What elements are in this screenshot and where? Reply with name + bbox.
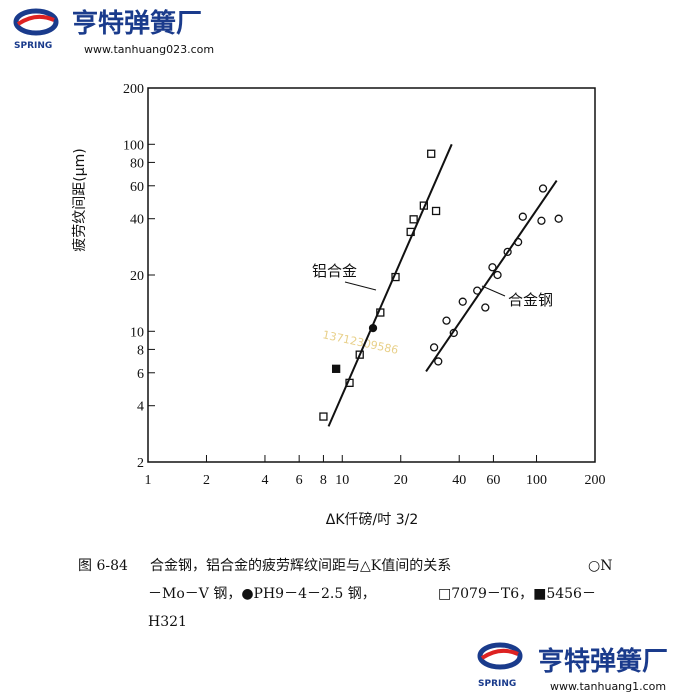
- x-tick-label: 2: [203, 473, 210, 488]
- y-tick-label: 10: [130, 325, 144, 340]
- y-tick-label: 100: [123, 138, 144, 153]
- point: [493, 270, 502, 280]
- annotation: 合金钢: [508, 291, 553, 309]
- brand: 亨特弹簧厂: [72, 8, 202, 39]
- x-tick-label: 6: [296, 473, 303, 488]
- y-tick-label: 40: [130, 213, 144, 228]
- header-logo: [13, 8, 59, 36]
- fit-line: [327, 143, 453, 427]
- x-tick-label: 8: [320, 473, 327, 488]
- y-tick-label: 2: [137, 456, 144, 471]
- annotation: 铝合金: [312, 262, 357, 280]
- caption: H321: [148, 614, 187, 630]
- logo-text: SPRING: [478, 679, 516, 689]
- x-tick-label: 20: [394, 473, 408, 488]
- x-tick-label: 100: [526, 473, 547, 488]
- point: [518, 212, 527, 221]
- caption: －Mo－V 钢，●PH9－4－2.5 钢，: [148, 586, 376, 602]
- point: [319, 412, 328, 421]
- y-tick-label: 200: [123, 82, 144, 97]
- y-axis-label: 疲劳纹间距(μm): [71, 148, 88, 251]
- point: [481, 303, 490, 312]
- x-tick-label: 60: [486, 473, 500, 488]
- y-tick-label: 80: [130, 156, 144, 171]
- point: [554, 214, 563, 223]
- x-tick-label: 10: [335, 473, 349, 488]
- url: www.tanhuang023.com: [84, 43, 214, 56]
- x-tick-label: 200: [585, 473, 606, 488]
- plot-frame: [147, 87, 596, 463]
- x-tick-label: 4: [261, 473, 268, 488]
- caption: □7079－T6，■5456－: [438, 586, 596, 602]
- brand: 亨特弹簧厂: [538, 646, 668, 677]
- logo-text: SPRING: [14, 41, 52, 51]
- x-tick-label: 40: [452, 473, 466, 488]
- point: [537, 216, 546, 225]
- url: www.tanhuang1.com: [550, 680, 666, 693]
- caption: 图 6-84: [78, 558, 128, 574]
- y-tick-label: 6: [137, 367, 144, 382]
- point: [442, 316, 451, 325]
- y-tick-label: 60: [130, 180, 144, 195]
- point: [458, 297, 467, 306]
- y-tick-label: 20: [130, 269, 144, 284]
- point: [409, 215, 418, 224]
- caption: 合金钢，铝合金的疲劳辉纹间距与△K值间的关系: [150, 557, 451, 574]
- point: [488, 263, 497, 272]
- point: [331, 364, 341, 373]
- footer-logo: [477, 642, 523, 670]
- caption: ○N: [588, 558, 612, 574]
- x-axis-label: ΔK仟磅/吋 3/2: [326, 511, 418, 528]
- point: [429, 343, 439, 352]
- point: [538, 184, 548, 193]
- fit-line: [425, 179, 558, 373]
- y-tick-label: 8: [137, 343, 144, 358]
- x-tick-label: 1: [145, 473, 152, 488]
- y-tick-label: 4: [137, 400, 144, 415]
- point: [431, 206, 441, 216]
- point: [434, 357, 443, 366]
- point: [427, 149, 436, 158]
